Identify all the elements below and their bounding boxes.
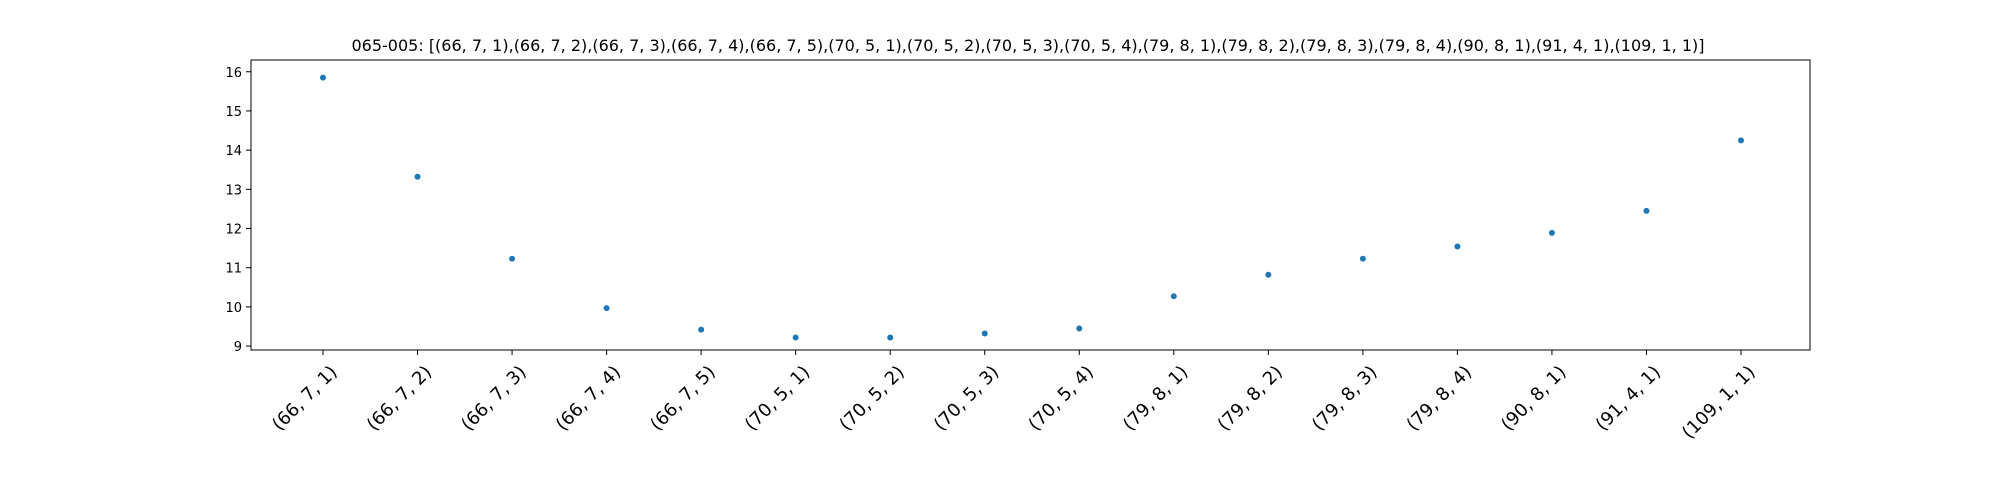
x-tick-label: (70, 5, 4): [1024, 362, 1097, 435]
data-points: [320, 74, 1744, 341]
data-point: [1454, 243, 1461, 250]
y-tick-label: 16: [225, 66, 242, 81]
x-tick-label: (70, 5, 3): [930, 362, 1003, 435]
data-point: [1359, 255, 1366, 262]
x-tick-label: (79, 8, 2): [1214, 362, 1287, 435]
data-point: [509, 255, 516, 262]
data-point: [1738, 137, 1744, 144]
data-point: [887, 334, 894, 341]
chart-title: 065-005: [(66, 7, 1),(66, 7, 2),(66, 7, …: [351, 36, 1704, 55]
data-point: [320, 74, 326, 81]
x-tick-label: (79, 8, 1): [1119, 362, 1192, 435]
plot-area: [250, 59, 1811, 351]
data-point: [414, 173, 421, 180]
y-tick-label: 13: [225, 183, 242, 198]
x-tick-label: (66, 7, 1): [268, 362, 341, 435]
data-point: [1076, 325, 1083, 332]
data-point: [792, 334, 799, 341]
data-point: [981, 330, 988, 337]
data-point: [1170, 293, 1177, 300]
y-tick-label: 14: [225, 144, 242, 159]
y-tick-label: 11: [225, 262, 242, 277]
x-tick-label: (91, 4, 1): [1592, 362, 1665, 435]
x-tick-label: (66, 7, 5): [646, 362, 719, 435]
x-tick-label: (90, 8, 1): [1497, 362, 1570, 435]
x-tick-label: (79, 8, 4): [1403, 362, 1476, 435]
y-tick-label: 15: [225, 105, 242, 120]
x-axis: (66, 7, 1) (66, 7, 2) (66, 7, 3) (66, 7, 4)…: [268, 350, 1760, 443]
x-tick-label: (66, 7, 2): [363, 362, 436, 435]
x-tick-label: (70, 5, 2): [835, 362, 908, 435]
x-tick-label: (66, 7, 4): [552, 362, 625, 435]
data-point: [698, 326, 705, 333]
x-tick-label: (66, 7, 3): [457, 362, 530, 435]
data-point: [1265, 271, 1272, 278]
y-tick-label: 12: [225, 223, 242, 238]
x-tick-label: (79, 8, 3): [1308, 362, 1381, 435]
y-tick-label: 10: [225, 301, 242, 316]
data-point: [1548, 229, 1555, 236]
y-tick-label: 9: [234, 340, 242, 355]
data-point: [603, 305, 610, 312]
x-tick-label: (109, 1, 1): [1678, 362, 1759, 443]
x-tick-label: (70, 5, 1): [741, 362, 814, 435]
y-axis: 9 10 11 12 13 14 15 16: [225, 66, 251, 355]
data-point: [1643, 207, 1650, 214]
